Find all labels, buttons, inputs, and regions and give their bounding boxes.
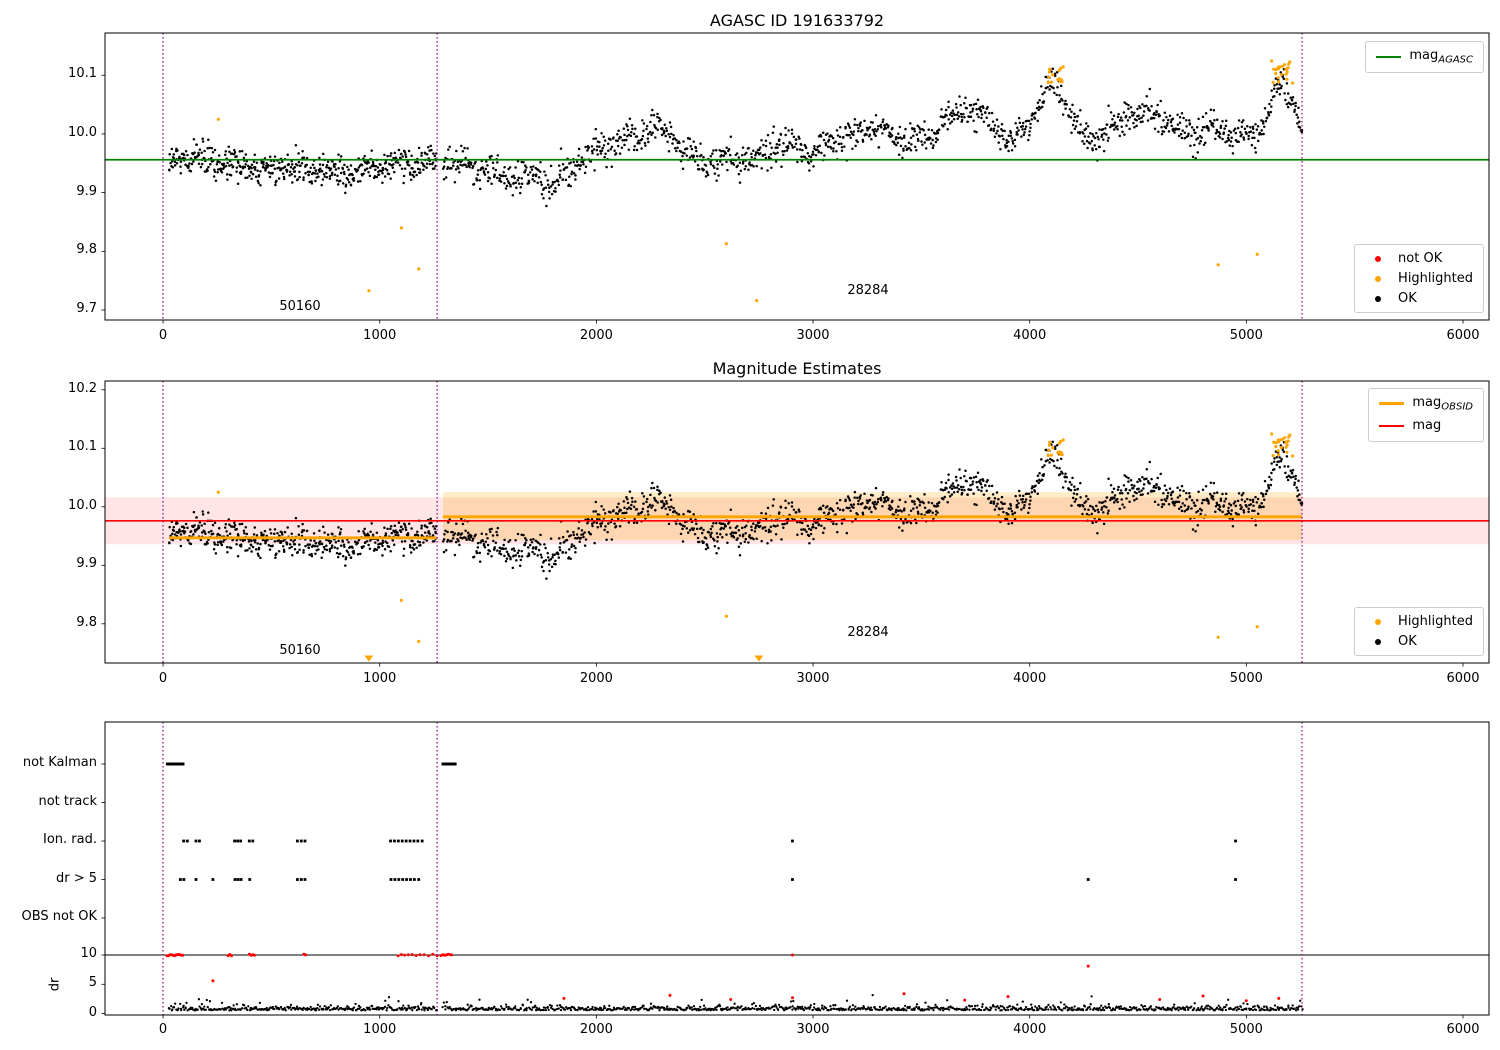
axes-spines <box>104 721 1490 1016</box>
legend-label: magOBSID <box>1412 395 1473 413</box>
legend-item-highlighted: Highlighted <box>1365 614 1473 629</box>
x-tick-label: 6000 <box>1446 671 1480 686</box>
legend-item-mag: mag <box>1379 418 1441 436</box>
obsid-separator-lines <box>162 33 1303 320</box>
p3-category-label: OBS not OK <box>21 909 98 924</box>
obsid-label-50160-p2: 50160 <box>279 643 321 658</box>
p3-dr-tick-label: 5 <box>88 975 97 990</box>
mag-line-swatch <box>1379 425 1405 428</box>
p1-legend-mag-agasc: magAGASC <box>1365 41 1484 73</box>
p3-category-label: not Kalman <box>22 755 97 770</box>
p3-category-label: not track <box>38 794 97 809</box>
panel1-title: AGASC ID 191633792 <box>709 11 885 30</box>
obsid-separator-lines <box>162 381 1303 663</box>
x-tick-label: 4000 <box>1013 328 1047 343</box>
p1-legend-markers: not OK Highlighted OK <box>1354 244 1484 313</box>
highlighted-marker-icon <box>1365 275 1390 282</box>
panel3-flag-markers <box>165 762 1237 881</box>
p1-ytick-label: 9.7 <box>76 301 97 316</box>
x-tick-label: 1000 <box>363 328 397 343</box>
panel2-clipped-markers <box>364 655 764 662</box>
p1-ytick-label: 10.1 <box>68 66 97 81</box>
x-tick-label: 4000 <box>1013 1022 1047 1037</box>
p2-ytick-label: 9.8 <box>76 615 97 630</box>
legend-item-mag-agasc: magAGASC <box>1376 48 1473 66</box>
x-tick-label: 5000 <box>1229 1022 1263 1037</box>
legend-item-ok: OK <box>1365 634 1417 649</box>
not-ok-marker-icon <box>1365 255 1390 262</box>
p2-ytick-label: 10.1 <box>68 439 97 454</box>
p3-dr-tick-label: 0 <box>88 1005 97 1020</box>
x-tick-marks <box>162 320 1464 324</box>
x-tick-label: 2000 <box>579 671 613 686</box>
x-tick-label: 1000 <box>363 1022 397 1037</box>
y-tick-marks <box>101 74 105 311</box>
x-tick-label: 0 <box>158 328 168 343</box>
legend-item-mag-obsid: magOBSID <box>1379 395 1473 413</box>
x-tick-label: 1000 <box>363 671 397 686</box>
p3-ylabel-dr: dr <box>47 977 63 992</box>
x-tick-label: 6000 <box>1446 1022 1480 1037</box>
x-tick-label: 2000 <box>579 328 613 343</box>
legend-label: Highlighted <box>1398 271 1473 286</box>
y-tick-marks <box>101 763 105 1014</box>
p2-ytick-label: 10.0 <box>68 498 97 513</box>
legend-item-not-ok: not OK <box>1365 251 1442 266</box>
highlighted-marker-icon <box>1365 618 1390 625</box>
panel2-title: Magnitude Estimates <box>712 359 882 378</box>
p3-dr-tick-label: 10 <box>80 946 97 961</box>
legend-label: OK <box>1398 634 1417 649</box>
x-tick-label: 3000 <box>796 328 830 343</box>
p1-ytick-label: 9.9 <box>76 184 97 199</box>
p1-ytick-label: 9.8 <box>76 242 97 257</box>
obsid-label-28284-p2: 28284 <box>847 625 889 640</box>
p2-ytick-label: 10.2 <box>68 381 97 396</box>
panel1-ok-points <box>168 67 1304 208</box>
x-tick-label: 6000 <box>1446 328 1480 343</box>
x-tick-label: 3000 <box>796 671 830 686</box>
panel2-highlighted-points <box>216 432 1295 644</box>
x-tick-label: 0 <box>158 671 168 686</box>
mag-agasc-line-swatch <box>1376 55 1402 58</box>
x-tick-label: 5000 <box>1229 328 1263 343</box>
x-tick-marks <box>162 1015 1464 1019</box>
mag-obsid-line-swatch <box>1379 402 1405 406</box>
panel3-dr-ok-points <box>167 993 1304 1012</box>
obsid-label-28284-p1: 28284 <box>847 283 889 298</box>
x-tick-label: 3000 <box>796 1022 830 1037</box>
y-tick-marks <box>101 389 105 625</box>
p2-legend-markers: Highlighted OK <box>1354 607 1484 656</box>
p2-legend-lines: magOBSID mag <box>1368 388 1484 443</box>
x-tick-label: 4000 <box>1013 671 1047 686</box>
panel3-dr-flagged-points <box>165 952 1281 1003</box>
x-tick-label: 0 <box>158 1022 168 1037</box>
axes-spines <box>104 380 1490 664</box>
legend-label: not OK <box>1398 251 1443 266</box>
legend-item-highlighted: Highlighted <box>1365 271 1473 286</box>
p2-ytick-label: 9.9 <box>76 556 97 571</box>
ok-marker-icon <box>1365 638 1390 645</box>
obsid-separator-lines <box>162 722 1303 1015</box>
axes-spines <box>104 32 1490 321</box>
legend-label: Highlighted <box>1398 614 1473 629</box>
legend-item-ok: OK <box>1365 291 1417 306</box>
p3-category-label: Ion. rad. <box>43 832 97 847</box>
panel2-obsid-mag-lines <box>105 515 1489 540</box>
x-tick-label: 5000 <box>1229 671 1263 686</box>
panel1-highlighted-points <box>216 59 1295 303</box>
x-tick-label: 2000 <box>579 1022 613 1037</box>
p1-ytick-label: 10.0 <box>68 125 97 140</box>
legend-label: OK <box>1398 291 1417 306</box>
ok-marker-icon <box>1365 295 1390 302</box>
legend-label: magAGASC <box>1409 48 1473 66</box>
legend-label: mag <box>1412 417 1442 433</box>
p3-category-label: dr > 5 <box>55 871 97 886</box>
x-tick-marks <box>162 663 1464 667</box>
obsid-label-50160-p1: 50160 <box>279 299 321 314</box>
